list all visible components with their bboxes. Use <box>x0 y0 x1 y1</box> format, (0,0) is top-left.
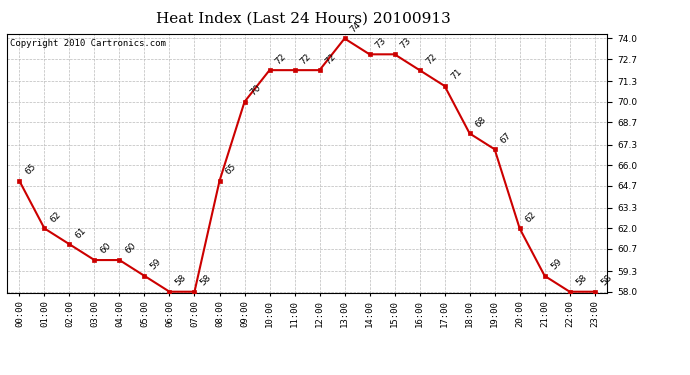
Text: 58: 58 <box>599 273 613 288</box>
Text: 73: 73 <box>399 36 413 50</box>
Text: 74: 74 <box>348 20 363 34</box>
Text: 62: 62 <box>524 210 538 224</box>
Text: 72: 72 <box>424 52 438 66</box>
Text: 60: 60 <box>124 242 138 256</box>
Text: 58: 58 <box>574 273 589 288</box>
Text: 58: 58 <box>199 273 213 288</box>
Text: 73: 73 <box>374 36 388 50</box>
Text: 59: 59 <box>549 257 563 272</box>
Text: 59: 59 <box>148 257 163 272</box>
Text: 58: 58 <box>174 273 188 288</box>
Text: 65: 65 <box>23 162 38 177</box>
Text: 61: 61 <box>74 226 88 240</box>
Text: 71: 71 <box>448 67 463 82</box>
Text: 72: 72 <box>274 52 288 66</box>
Text: Heat Index (Last 24 Hours) 20100913: Heat Index (Last 24 Hours) 20100913 <box>156 11 451 25</box>
Text: 67: 67 <box>499 130 513 145</box>
Text: 72: 72 <box>324 52 338 66</box>
Text: 65: 65 <box>224 162 238 177</box>
Text: 72: 72 <box>299 52 313 66</box>
Text: 60: 60 <box>99 242 113 256</box>
Text: 70: 70 <box>248 83 263 98</box>
Text: Copyright 2010 Cartronics.com: Copyright 2010 Cartronics.com <box>10 39 166 48</box>
Text: 68: 68 <box>474 115 489 129</box>
Text: 62: 62 <box>48 210 63 224</box>
